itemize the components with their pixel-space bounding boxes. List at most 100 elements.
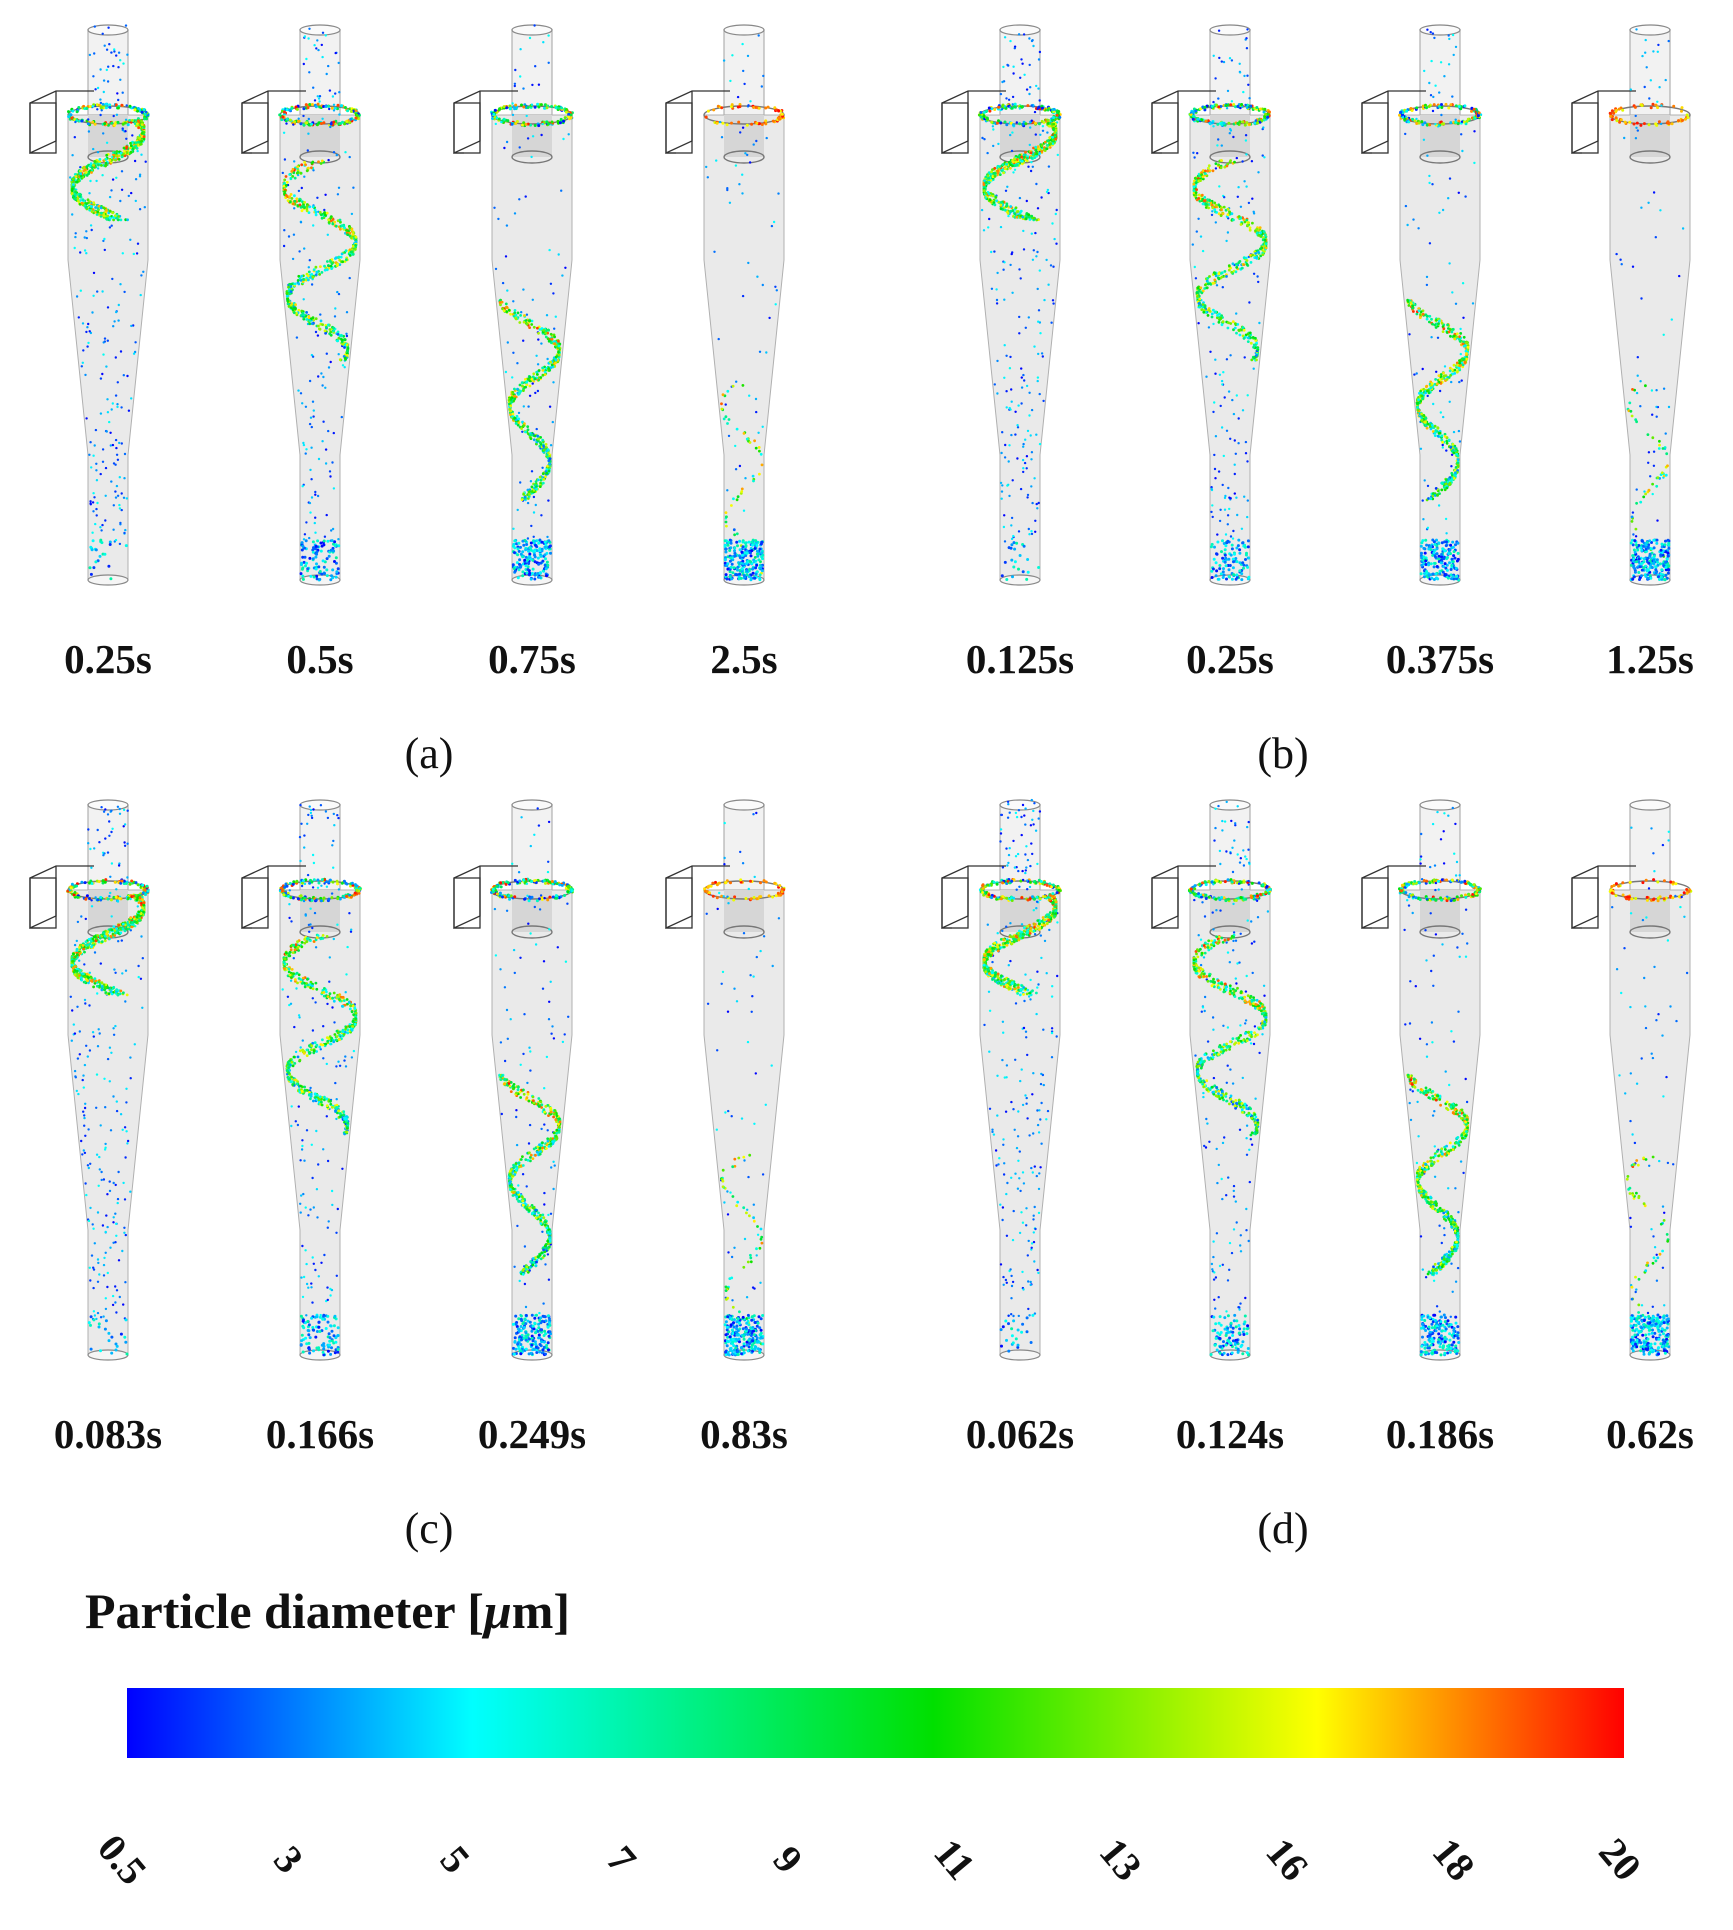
inlet-face xyxy=(241,102,269,154)
outlet-rim xyxy=(87,799,129,811)
inlet-face xyxy=(941,102,969,154)
cyclone-snapshot: 0.062s xyxy=(941,798,1074,1457)
dust-outlet-rim xyxy=(999,1349,1041,1361)
cyclone-snapshot: 1.25s xyxy=(1571,24,1694,682)
outlet-rim xyxy=(87,24,129,36)
vortex-finder-bottom xyxy=(511,150,553,164)
inlet-face xyxy=(29,102,57,154)
time-label: 0.186s xyxy=(1386,1411,1494,1457)
vortex-finder-bottom xyxy=(1419,150,1461,164)
colorbar-ticks: 0.5 3 5 7 9 11 13 16 18 20 xyxy=(89,1826,1650,1893)
outlet-rim xyxy=(1209,24,1251,36)
cyclone-snapshot: 0.83s xyxy=(665,799,788,1457)
particle-cloud xyxy=(1398,806,1482,1357)
inlet-face xyxy=(453,877,481,929)
inlet-face xyxy=(453,102,481,154)
time-label: 0.083s xyxy=(54,1411,162,1457)
panel-label: (b) xyxy=(1257,729,1308,778)
cyclone-snapshot: 0.083s xyxy=(29,799,162,1457)
outlet-rim xyxy=(511,24,553,36)
panel-label: (c) xyxy=(405,1504,454,1553)
cyclone-snapshot: 2.5s xyxy=(665,24,786,682)
cyclone-snapshot: 0.186s xyxy=(1361,799,1494,1457)
vortex-finder-bottom xyxy=(1629,150,1671,164)
inlet-face xyxy=(1361,877,1389,929)
cyclone-body xyxy=(1609,889,1691,1356)
vortex-finder-bottom xyxy=(1419,925,1461,939)
colorbar: Particle diameter [μm] 0.5 3 5 7 9 11 13 16 18 20 xyxy=(85,1583,1650,1893)
particle-cloud xyxy=(278,803,363,1357)
vortex-finder xyxy=(1419,29,1461,116)
colorbar-bar xyxy=(127,1688,1624,1758)
outlet-rim xyxy=(1419,799,1461,811)
outlet-rim xyxy=(1629,799,1671,811)
dust-outlet-rim xyxy=(1209,1349,1251,1361)
particle-cloud xyxy=(978,798,1062,1353)
vortex-finder xyxy=(1209,29,1251,116)
time-label: 0.125s xyxy=(966,636,1074,682)
vortex-finder xyxy=(511,804,553,891)
cyclone-snapshot: 0.166s xyxy=(241,799,374,1457)
particle-cloud xyxy=(1188,28,1271,582)
inlet-face xyxy=(1571,102,1599,154)
colorbar-tick-label: 11 xyxy=(925,1830,984,1888)
inlet-face xyxy=(29,877,57,929)
colorbar-tick-label: 7 xyxy=(598,1837,645,1881)
cyclone-snapshot: 0.375s xyxy=(1361,24,1494,682)
particle-cloud xyxy=(490,24,574,581)
cyclone-snapshot: 0.249s xyxy=(453,799,586,1457)
vortex-finder-bottom xyxy=(723,925,765,939)
particle-cloud xyxy=(703,811,786,1357)
outlet-rim xyxy=(1629,24,1671,36)
cyclone-body xyxy=(703,889,785,1356)
panel-label: (d) xyxy=(1257,1504,1308,1553)
inlet-face xyxy=(241,877,269,929)
vortex-finder xyxy=(723,29,765,116)
colorbar-title: Particle diameter [μm] xyxy=(85,1583,570,1639)
colorbar-tick-label: 20 xyxy=(1590,1830,1650,1890)
colorbar-tick-label: 18 xyxy=(1424,1830,1484,1890)
outlet-rim xyxy=(299,24,341,36)
colorbar-tick-label: 5 xyxy=(432,1837,479,1881)
cyclone-body xyxy=(67,889,149,1356)
colorbar-tick-label: 13 xyxy=(1091,1830,1151,1890)
time-label: 0.83s xyxy=(700,1411,788,1457)
dust-outlet-rim xyxy=(87,574,129,586)
dust-outlet-rim xyxy=(999,574,1041,586)
vortex-finder-bottom xyxy=(511,925,553,939)
vortex-finder xyxy=(999,29,1041,116)
inlet-face xyxy=(665,102,693,154)
panel-b: 0.125s 0.25s 0.375s 1.25s (b) xyxy=(941,24,1694,778)
outlet-rim xyxy=(723,799,765,811)
cyclone-snapshot: 0.62s xyxy=(1571,799,1694,1457)
panel-c: 0.083s 0.166s 0.249s 0.83s (c) xyxy=(29,799,788,1553)
cyclone-snapshot: 0.25s xyxy=(29,24,152,682)
time-label: 0.124s xyxy=(1176,1411,1284,1457)
time-label: 0.62s xyxy=(1606,1411,1694,1457)
time-label: 0.25s xyxy=(64,636,152,682)
colorbar-tick-label: 0.5 xyxy=(89,1826,156,1893)
panel-label: (a) xyxy=(405,729,454,778)
cyclone-top-rim xyxy=(703,105,785,125)
vortex-finder xyxy=(723,804,765,891)
particle-cloud xyxy=(977,33,1062,581)
cyclone-snapshot: 0.125s xyxy=(941,24,1074,682)
outlet-rim xyxy=(1209,799,1251,811)
time-label: 0.5s xyxy=(286,636,353,682)
vortex-finder xyxy=(1209,804,1251,891)
cyclone-snapshot: 0.75s xyxy=(453,24,576,682)
colorbar-tick-label: 16 xyxy=(1257,1830,1317,1890)
vortex-finder xyxy=(1629,29,1671,116)
time-label: 0.062s xyxy=(966,1411,1074,1457)
particle-cloud xyxy=(1398,28,1483,582)
vortex-finder xyxy=(1419,804,1461,891)
particle-cloud xyxy=(1608,826,1693,1357)
time-label: 0.25s xyxy=(1186,636,1274,682)
inlet-face xyxy=(1571,877,1599,929)
cyclone-body xyxy=(1609,114,1691,581)
vortex-finder-bottom xyxy=(723,150,765,164)
time-label: 1.25s xyxy=(1606,636,1694,682)
vortex-finder-inner xyxy=(1630,890,1670,932)
dust-outlet-rim xyxy=(87,1349,129,1361)
inlet-face xyxy=(665,877,693,929)
